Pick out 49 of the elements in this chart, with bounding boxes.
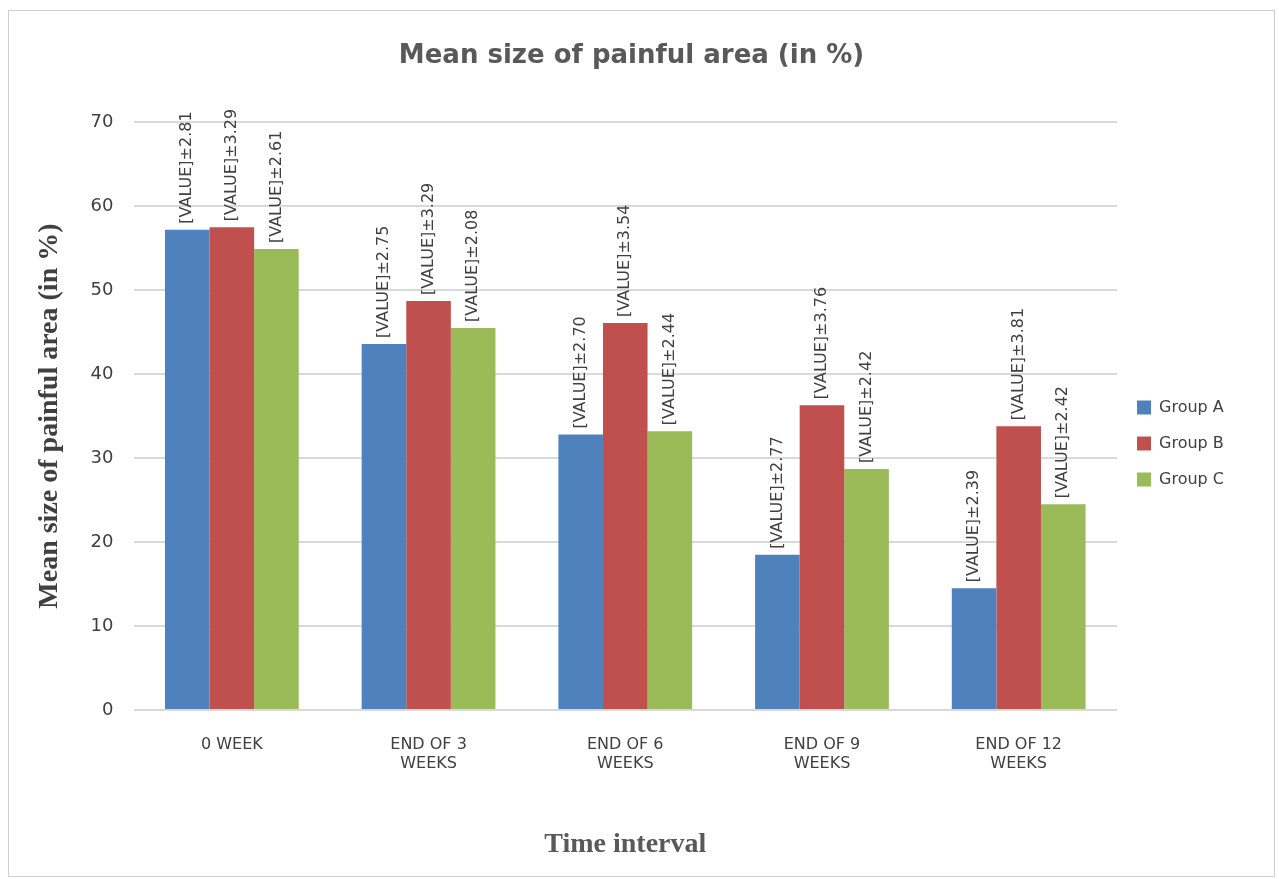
- x-axis-title: Time interval: [544, 827, 707, 859]
- legend-label: Group A: [1159, 396, 1224, 416]
- annotation: [VALUE]±3.76: [811, 286, 831, 400]
- bar: [164, 229, 210, 709]
- bar: [209, 227, 255, 709]
- bar: [647, 431, 693, 709]
- x-tick-label: END OF 12 WEEKS: [975, 733, 1063, 772]
- y-tick-label: 30: [90, 445, 114, 467]
- annotation: [VALUE]±2.70: [569, 316, 589, 429]
- y-tick-label: 50: [90, 277, 114, 299]
- annotation: [VALUE]±2.81: [176, 111, 196, 224]
- bar: [558, 434, 603, 709]
- annotation: [VALUE]±2.08: [462, 209, 482, 322]
- annotation: [VALUE]±3.29: [221, 108, 241, 222]
- annotation: [VALUE]±2.61: [265, 130, 285, 243]
- y-tick-label: 0: [102, 697, 114, 719]
- bar: [799, 405, 845, 709]
- y-axis-title: Mean size of painful area (in %): [32, 223, 64, 609]
- x-tick-label: 0 WEEK: [200, 733, 264, 753]
- annotation: [VALUE]±2.44: [659, 312, 679, 426]
- y-tick-label: 20: [90, 529, 114, 551]
- bar: [1040, 504, 1086, 709]
- annotation: [VALUE]±2.42: [1052, 385, 1072, 499]
- x-tick-label: END OF 6 WEEKS: [586, 733, 664, 772]
- chart-title: Mean size of painful area (in %): [398, 39, 865, 70]
- x-tick-label: END OF 9 WEEKS: [783, 733, 861, 772]
- annotation: [VALUE]±3.81: [1007, 307, 1027, 421]
- bar: [755, 554, 800, 709]
- y-tick-label: 40: [90, 361, 114, 383]
- y-tick-label: 70: [90, 109, 114, 131]
- bar: [996, 426, 1041, 709]
- legend-label: Group B: [1159, 432, 1224, 452]
- y-tick-label: 60: [90, 193, 114, 215]
- annotation: [VALUE]±2.39: [963, 469, 983, 583]
- bar: [361, 343, 407, 709]
- bar: [951, 588, 997, 709]
- bar: [406, 301, 451, 709]
- bar: [844, 469, 889, 709]
- x-tick-label: END OF 3 WEEKS: [390, 733, 467, 772]
- annotation: [VALUE]±3.54: [614, 204, 634, 317]
- legend-label: Group C: [1159, 468, 1224, 488]
- bar: [254, 249, 299, 709]
- annotation: [VALUE]±2.77: [766, 436, 786, 549]
- annotation: [VALUE]±2.42: [855, 350, 875, 463]
- bar: [602, 322, 648, 709]
- annotation: [VALUE]±3.29: [417, 182, 437, 296]
- bar: [450, 327, 496, 709]
- annotation: [VALUE]±2.75: [373, 225, 393, 338]
- y-tick-label: 10: [90, 613, 114, 635]
